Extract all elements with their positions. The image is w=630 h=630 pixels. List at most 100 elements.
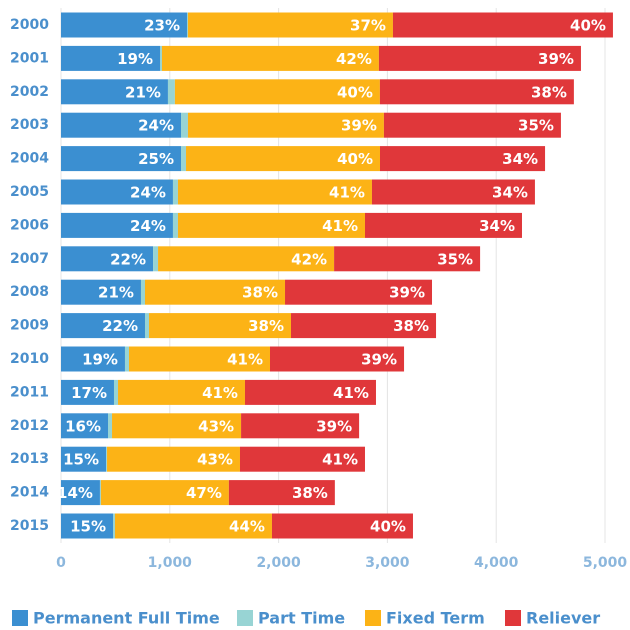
y-tick-label: 2014 (10, 485, 49, 501)
bar-segment (291, 313, 437, 339)
data-label: 41% (322, 451, 358, 469)
data-label: 38% (292, 484, 328, 502)
y-tick-label: 2004 (10, 151, 49, 167)
bar-segment (61, 12, 187, 38)
y-tick-label: 2012 (10, 418, 49, 434)
bar-segment (239, 446, 365, 472)
data-label: 24% (130, 184, 166, 202)
bar-segment (186, 146, 381, 172)
bar-segment (378, 45, 581, 71)
data-label: 25% (138, 150, 174, 168)
data-label: 21% (125, 83, 161, 101)
bar-segment (153, 246, 159, 272)
bar-segment (383, 112, 561, 138)
data-label: 38% (248, 317, 284, 335)
bar-segment (174, 79, 380, 105)
data-label: 41% (202, 384, 238, 402)
bar-segment (61, 313, 145, 339)
bar-segment (149, 313, 292, 339)
bar-segment (167, 79, 175, 105)
data-label: 15% (63, 451, 99, 469)
y-tick-label: 2015 (10, 518, 49, 534)
data-label: 40% (370, 518, 406, 536)
y-tick-label: 2013 (10, 451, 49, 467)
data-label: 41% (333, 384, 369, 402)
bar-segment (187, 112, 384, 138)
data-label: 43% (198, 417, 234, 435)
bar-segment (129, 346, 271, 372)
bar-segment (113, 513, 115, 539)
data-label: 23% (144, 17, 180, 35)
bar-segment (364, 212, 522, 238)
legend-label: Part Time (258, 609, 345, 628)
data-label: 34% (479, 217, 515, 235)
data-label: 40% (337, 83, 373, 101)
bar-segment (61, 45, 161, 71)
y-tick-label: 2009 (10, 318, 49, 334)
data-label: 40% (337, 150, 373, 168)
data-label: 16% (65, 417, 101, 435)
bar-segment (106, 446, 108, 472)
bar-segment (124, 346, 129, 372)
bar-segment (61, 480, 100, 506)
bar-segment (61, 212, 173, 238)
bar-segment (61, 112, 182, 138)
y-tick-label: 2008 (10, 284, 49, 300)
bar-segment (113, 379, 119, 405)
bar-segment (392, 12, 613, 38)
bar-segment (61, 446, 107, 472)
bar-segment (177, 179, 372, 205)
y-tick-label: 2001 (10, 50, 49, 66)
data-label: 39% (361, 351, 397, 369)
x-tick-label: 0 (56, 555, 66, 571)
x-tick-label: 5,000 (583, 555, 628, 571)
y-tick-label: 2003 (10, 117, 49, 133)
data-label: 39% (341, 117, 377, 135)
data-label: 22% (110, 250, 146, 268)
bar-segment (161, 45, 379, 71)
bar-segment (144, 313, 150, 339)
bar-segment (271, 513, 413, 539)
bar-segment (241, 413, 360, 439)
bar-segment (61, 513, 114, 539)
bar-segment (371, 179, 535, 205)
data-label: 19% (82, 351, 118, 369)
bar-segment (158, 246, 335, 272)
bar-segment (172, 212, 178, 238)
bar-segment (61, 279, 141, 305)
data-label: 22% (102, 317, 138, 335)
data-label: 15% (70, 518, 106, 536)
data-label: 39% (389, 284, 425, 302)
data-label: 39% (538, 50, 574, 68)
data-label: 39% (316, 417, 352, 435)
bar-segment (112, 413, 242, 439)
data-label: 21% (98, 284, 134, 302)
legend-swatch (505, 610, 521, 626)
x-tick-label: 4,000 (474, 555, 519, 571)
x-tick-label: 2,000 (256, 555, 301, 571)
bar-segment (61, 346, 125, 372)
data-label: 34% (492, 184, 528, 202)
data-label: 34% (502, 150, 538, 168)
bar-segment (228, 480, 335, 506)
y-tick-label: 2005 (10, 184, 49, 200)
data-label: 24% (138, 117, 174, 135)
data-label: 42% (291, 250, 327, 268)
legend-swatch (12, 610, 28, 626)
bar-segment (108, 413, 113, 439)
bar-segment (107, 446, 240, 472)
data-label: 38% (393, 317, 429, 335)
legend-label: Permanent Full Time (33, 609, 220, 628)
bar-segment (61, 413, 109, 439)
bar-segment (160, 45, 162, 71)
data-label: 35% (437, 250, 473, 268)
bar-segment (285, 279, 433, 305)
data-label: 19% (117, 50, 153, 68)
bar-segment (99, 480, 101, 506)
y-tick-label: 2010 (10, 351, 49, 367)
data-label: 35% (518, 117, 554, 135)
bar-segment (61, 179, 173, 205)
bar-segment (114, 513, 272, 539)
data-label: 17% (71, 384, 107, 402)
